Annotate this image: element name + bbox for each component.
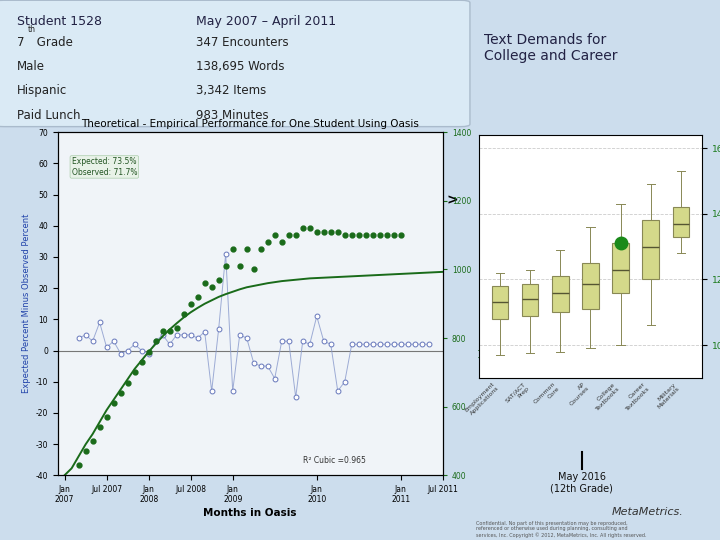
PathPatch shape bbox=[672, 207, 689, 237]
Text: Grade: Grade bbox=[33, 36, 73, 49]
Text: AP
Courses: AP Courses bbox=[565, 381, 590, 407]
Text: Male: Male bbox=[17, 60, 45, 73]
Text: 138,695 Words: 138,695 Words bbox=[196, 60, 284, 73]
Text: Employment
Applications: Employment Applications bbox=[464, 381, 500, 417]
Text: May 2016
(12th Grade): May 2016 (12th Grade) bbox=[550, 472, 613, 494]
Text: >: > bbox=[446, 194, 458, 208]
Text: SAT/ACT
Prep: SAT/ACT Prep bbox=[504, 381, 530, 408]
Text: 347 Encounters: 347 Encounters bbox=[196, 36, 288, 49]
Text: MetaMetrics.: MetaMetrics. bbox=[612, 507, 684, 517]
Text: 3,342 Items: 3,342 Items bbox=[196, 84, 266, 97]
Text: Expected: 73.5%
Observed: 71.7%: Expected: 73.5% Observed: 71.7% bbox=[71, 157, 137, 177]
Text: th: th bbox=[27, 25, 35, 35]
Text: Common
Core: Common Core bbox=[533, 381, 560, 409]
Text: 7: 7 bbox=[17, 36, 24, 49]
PathPatch shape bbox=[612, 244, 629, 293]
Text: Military
Materials: Military Materials bbox=[653, 381, 681, 409]
Text: R² Cubic =0.965: R² Cubic =0.965 bbox=[302, 456, 366, 465]
PathPatch shape bbox=[642, 220, 659, 280]
Text: 983 Minutes: 983 Minutes bbox=[196, 109, 269, 122]
Y-axis label: Lexile Reader Measure (L): Lexile Reader Measure (L) bbox=[476, 249, 485, 359]
Text: Confidential. No part of this presentation may be reproduced,
referenced or othe: Confidential. No part of this presentati… bbox=[477, 521, 647, 538]
Text: Text Demands for
College and Career: Text Demands for College and Career bbox=[484, 33, 617, 63]
Text: Hispanic: Hispanic bbox=[17, 84, 68, 97]
Title: Theoretical - Empirical Performance for One Student Using Oasis: Theoretical - Empirical Performance for … bbox=[81, 119, 419, 129]
Y-axis label: Expected Percent Minus Observed Percent: Expected Percent Minus Observed Percent bbox=[22, 214, 31, 394]
FancyBboxPatch shape bbox=[0, 0, 470, 126]
PathPatch shape bbox=[492, 286, 508, 319]
Text: College
Textbooks: College Textbooks bbox=[590, 381, 621, 411]
Text: May 2007 – April 2011: May 2007 – April 2011 bbox=[196, 15, 336, 28]
PathPatch shape bbox=[522, 285, 539, 315]
PathPatch shape bbox=[552, 276, 569, 312]
PathPatch shape bbox=[582, 263, 599, 309]
X-axis label: Months in Oasis: Months in Oasis bbox=[204, 509, 297, 518]
Text: Paid Lunch: Paid Lunch bbox=[17, 109, 81, 122]
Text: Student 1528: Student 1528 bbox=[17, 15, 102, 28]
Text: Career
Textbooks: Career Textbooks bbox=[621, 381, 651, 411]
